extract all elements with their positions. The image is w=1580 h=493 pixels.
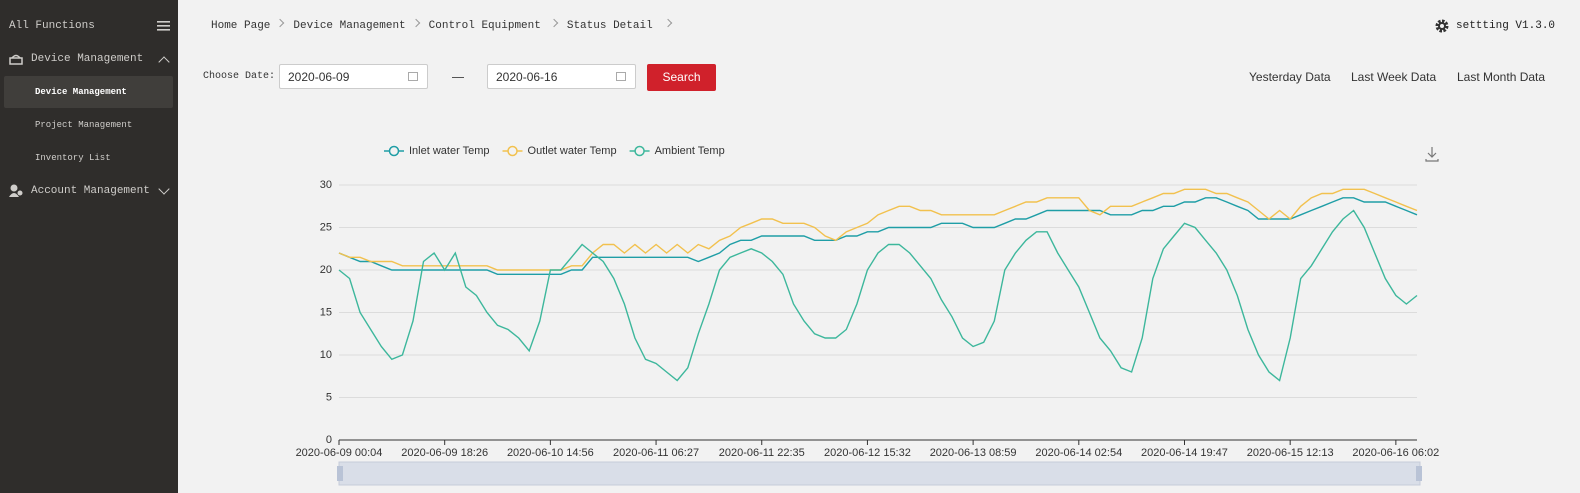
crumb[interactable]: Home Page <box>211 20 271 32</box>
crumb: Status Detail <box>566 20 653 32</box>
legend-marker <box>388 145 400 157</box>
zoom-slider[interactable] <box>338 461 1421 486</box>
menu-group[interactable]: Device Management <box>31 53 144 65</box>
crumb[interactable]: Device Management <box>293 20 406 32</box>
x-tick-label: 2020-06-16 06:02 <box>1352 447 1439 459</box>
range-dash <box>452 77 464 78</box>
legend-marker <box>634 145 645 157</box>
x-tick-label: 2020-06-11 06:27 <box>613 447 699 459</box>
x-tick-label: 2020-06-14 02:54 <box>1035 447 1122 459</box>
y-tick-label: 15 <box>320 306 332 318</box>
x-tick-label: 2020-06-14 19:47 <box>1141 447 1228 459</box>
y-tick-label: 0 <box>326 434 332 446</box>
filter-label: Choose Date: <box>203 71 276 82</box>
y-tick-label: 25 <box>320 221 332 233</box>
series-line <box>338 197 1418 275</box>
x-tick-label: 2020-06-13 08:59 <box>930 447 1017 459</box>
settings-icon[interactable] <box>1435 19 1449 33</box>
zoom-handle[interactable] <box>337 466 343 481</box>
x-tick-label: 2020-06-09 18:26 <box>401 447 488 459</box>
sidebar-title: All Functions <box>9 20 95 32</box>
x-tick-label: 2020-06-15 12:13 <box>1247 447 1334 459</box>
sidebar: All Functions Device Management Device M… <box>0 0 178 493</box>
y-tick-label: 5 <box>326 391 332 403</box>
zoom-handle[interactable] <box>1416 466 1422 481</box>
account-icon <box>9 184 23 197</box>
end-date[interactable]: 2020-06-16 <box>487 64 636 89</box>
legend-marker <box>507 145 518 157</box>
menu-group[interactable]: Account Management <box>31 185 150 197</box>
menu-item[interactable]: Inventory List <box>35 153 111 163</box>
y-tick-label: 10 <box>320 349 332 361</box>
menu-icon[interactable] <box>157 20 171 32</box>
x-tick-label: 2020-06-09 00:04 <box>296 447 383 459</box>
start-date-text: 2020-06-09 <box>288 70 350 84</box>
version[interactable]: settting V1.3.0 <box>1456 20 1556 32</box>
y-tick-label: 30 <box>320 179 332 191</box>
quick-link[interactable]: Last Week Data <box>1351 70 1437 84</box>
series-line <box>338 188 1418 271</box>
menu-item[interactable]: Device Management <box>35 87 127 97</box>
menu-item-active[interactable] <box>4 76 173 108</box>
legend-label: Outlet water Temp <box>528 145 617 157</box>
y-tick-label: 20 <box>320 264 332 276</box>
start-date[interactable]: 2020-06-09 <box>279 64 428 89</box>
menu-item[interactable]: Project Management <box>35 120 133 130</box>
search-button[interactable]: Search <box>647 64 716 91</box>
end-date-text: 2020-06-16 <box>496 70 558 84</box>
legend-label: Ambient Temp <box>655 145 725 157</box>
x-tick-label: 2020-06-12 15:32 <box>824 447 911 459</box>
crumb[interactable]: Control Equipment <box>428 20 541 32</box>
series-line <box>338 209 1418 382</box>
x-tick-label: 2020-06-11 22:35 <box>719 447 805 459</box>
calendar-icon <box>408 72 418 81</box>
quick-link[interactable]: Yesterday Data <box>1249 70 1331 84</box>
calendar-icon <box>616 72 626 81</box>
device-icon <box>9 54 23 65</box>
quick-link[interactable]: Last Month Data <box>1457 70 1546 84</box>
x-tick-label: 2020-06-10 14:56 <box>507 447 594 459</box>
breadcrumb: Home Page Device Management Control Equi… <box>211 18 681 32</box>
legend-label: Inlet water Temp <box>409 145 490 157</box>
download-icon[interactable] <box>1425 147 1439 162</box>
